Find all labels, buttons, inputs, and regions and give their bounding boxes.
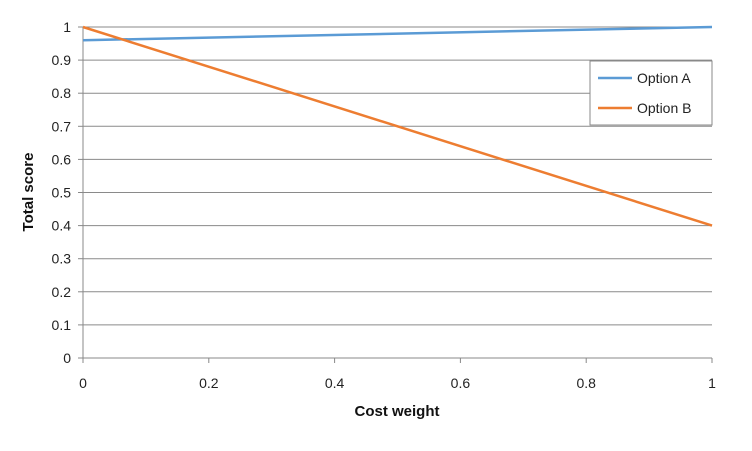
x-tick-labels: 0 0.2 0.4 0.6 0.8 1	[79, 358, 716, 391]
x-tick-label: 0	[79, 375, 87, 391]
x-tick-label: 0.6	[451, 375, 471, 391]
y-tick-label: 0.7	[52, 118, 72, 134]
y-tick-label: 0.2	[52, 284, 72, 300]
legend-label-option-a: Option A	[637, 70, 691, 86]
y-tick-label: 0.5	[52, 185, 72, 201]
y-tick-label: 0.3	[52, 251, 72, 267]
x-tick-label: 1	[708, 375, 716, 391]
y-tick-labels: 0 0.1 0.2 0.3 0.4 0.5 0.6 0.7 0.8 0.9 1	[52, 19, 83, 366]
y-tick-label: 0	[63, 350, 71, 366]
y-tick-label: 0.6	[52, 151, 72, 167]
y-tick-label: 0.8	[52, 85, 72, 101]
gridlines	[83, 26, 712, 326]
x-tick-label: 0.2	[199, 375, 219, 391]
y-tick-label: 0.9	[52, 52, 72, 68]
y-axis-title: Total score	[20, 153, 37, 232]
series-line-option-a	[82, 25, 713, 42]
x-tick-label: 0.8	[576, 375, 596, 391]
series-lines	[82, 25, 713, 227]
x-tick-label: 0.4	[325, 375, 345, 391]
y-tick-label: 1	[63, 19, 71, 35]
x-axis-title: Cost weight	[355, 403, 440, 420]
legend-label-option-b: Option B	[637, 100, 691, 116]
y-tick-label: 0.4	[52, 218, 72, 234]
legend: Option A Option B	[589, 60, 713, 126]
legend-box	[589, 60, 713, 126]
series-line-option-b	[82, 25, 713, 227]
y-tick-label: 0.1	[52, 317, 72, 333]
